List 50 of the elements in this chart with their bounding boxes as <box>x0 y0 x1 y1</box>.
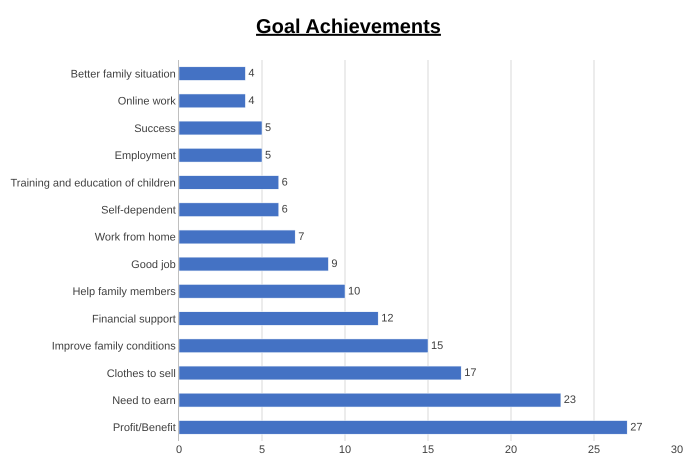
x-tick-label: 30 <box>670 444 684 456</box>
bar <box>179 175 279 190</box>
x-tick-label: 10 <box>338 444 352 456</box>
y-tick-label: Need to earn <box>112 395 176 408</box>
data-label: 4 <box>248 68 255 80</box>
data-label: 5 <box>265 122 272 134</box>
y-tick-label: Training and education of children <box>10 177 176 190</box>
y-tick-label: Clothes to sell <box>106 368 176 380</box>
x-tick-label: 25 <box>588 444 600 456</box>
data-label: 27 <box>630 421 642 434</box>
y-tick-label: Self-dependent <box>101 204 176 217</box>
bar <box>179 202 279 217</box>
data-label: 12 <box>381 312 394 325</box>
data-label: 6 <box>282 176 288 188</box>
y-tick-label: Better family situation <box>70 68 176 80</box>
y-tick-label: Financial support <box>92 313 176 326</box>
bar <box>179 120 262 136</box>
data-label: 17 <box>464 366 476 379</box>
bar <box>179 94 246 108</box>
data-label: 9 <box>331 258 338 270</box>
bar <box>179 338 428 353</box>
y-tick-label: Success <box>134 122 176 135</box>
bar <box>179 393 562 408</box>
y-tick-label: Online work <box>118 96 176 108</box>
bar <box>179 230 296 244</box>
y-tick-label: Work from home <box>94 232 176 244</box>
y-tick-label: Improve family conditions <box>52 340 176 353</box>
bar <box>179 420 628 434</box>
data-label: 23 <box>564 394 576 406</box>
bar <box>179 257 329 272</box>
data-label: 4 <box>248 94 255 107</box>
y-tick-label: Good job <box>131 258 176 271</box>
x-tick-label: 0 <box>176 444 182 456</box>
bar <box>179 148 262 162</box>
data-label: 6 <box>282 204 288 216</box>
data-label: 5 <box>265 149 272 162</box>
x-tick-label: 15 <box>422 444 434 456</box>
data-label: 15 <box>431 340 444 352</box>
bar <box>179 366 462 380</box>
x-tick-label: 5 <box>258 444 266 456</box>
x-tick-label: 20 <box>504 444 518 456</box>
data-label: 7 <box>298 230 304 243</box>
bar <box>179 66 246 81</box>
data-label: 10 <box>348 285 360 298</box>
bar <box>179 311 378 326</box>
y-tick-label: Profit/Benefit <box>112 422 176 434</box>
bar <box>179 284 346 298</box>
y-tick-label: Help family members <box>72 286 176 298</box>
y-tick-label: Employment <box>114 150 176 162</box>
chart-title: Goal Achievements <box>256 16 441 38</box>
